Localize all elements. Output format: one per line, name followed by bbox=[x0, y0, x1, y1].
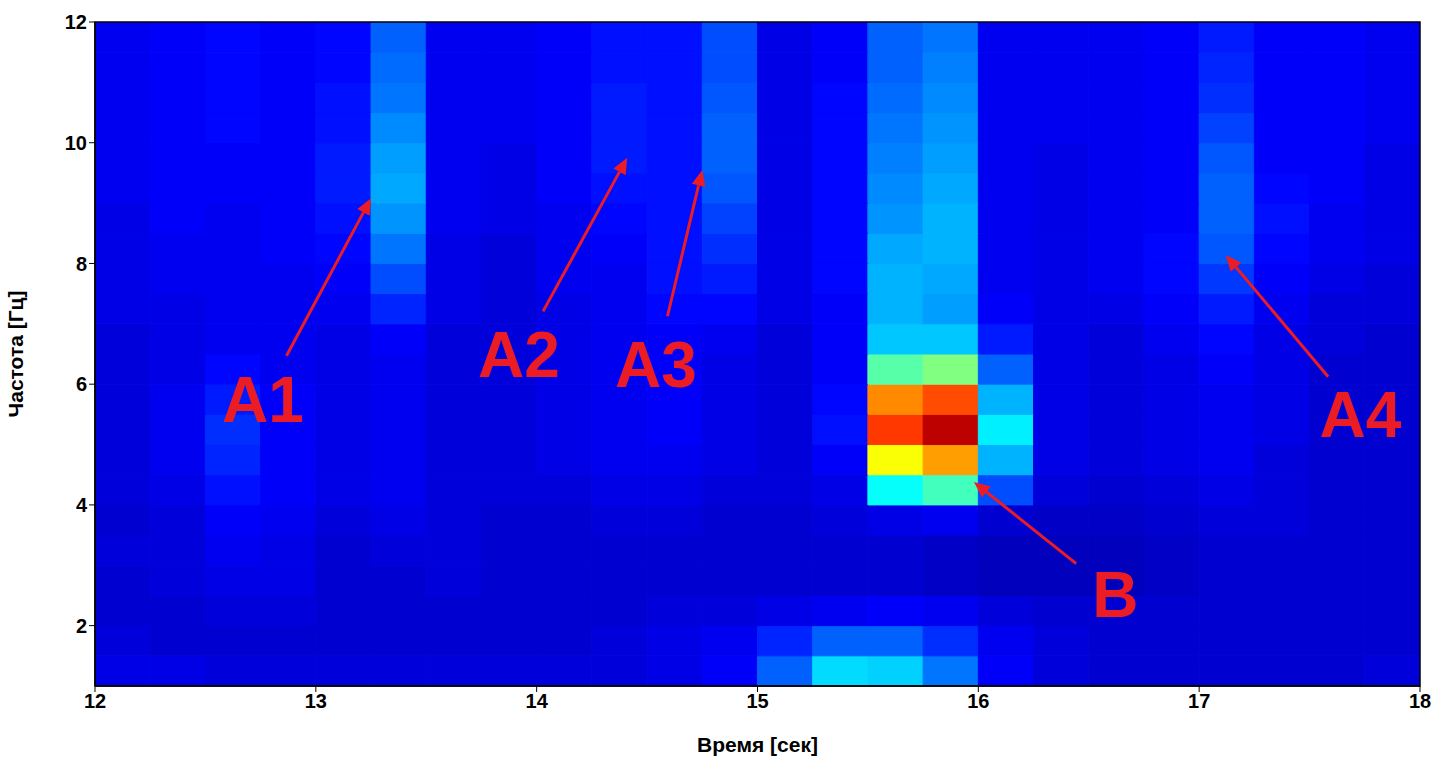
svg-text:A2: A2 bbox=[478, 319, 560, 391]
svg-text:10: 10 bbox=[65, 132, 87, 154]
svg-text:A4: A4 bbox=[1319, 379, 1401, 451]
svg-text:13: 13 bbox=[305, 690, 327, 712]
svg-text:16: 16 bbox=[967, 690, 989, 712]
svg-text:18: 18 bbox=[1409, 690, 1431, 712]
svg-text:12: 12 bbox=[84, 690, 106, 712]
svg-text:Время [сек]: Время [сек] bbox=[697, 733, 818, 756]
svg-text:4: 4 bbox=[76, 494, 88, 516]
svg-text:A3: A3 bbox=[615, 329, 697, 401]
svg-text:A1: A1 bbox=[222, 364, 304, 436]
svg-text:8: 8 bbox=[76, 253, 87, 275]
svg-text:17: 17 bbox=[1188, 690, 1210, 712]
svg-text:15: 15 bbox=[746, 690, 768, 712]
svg-text:B: B bbox=[1092, 559, 1138, 631]
svg-text:2: 2 bbox=[76, 615, 87, 637]
svg-text:Частота [Гц]: Частота [Гц] bbox=[4, 290, 27, 417]
svg-text:14: 14 bbox=[526, 690, 549, 712]
svg-text:6: 6 bbox=[76, 373, 87, 395]
svg-text:12: 12 bbox=[65, 11, 87, 33]
